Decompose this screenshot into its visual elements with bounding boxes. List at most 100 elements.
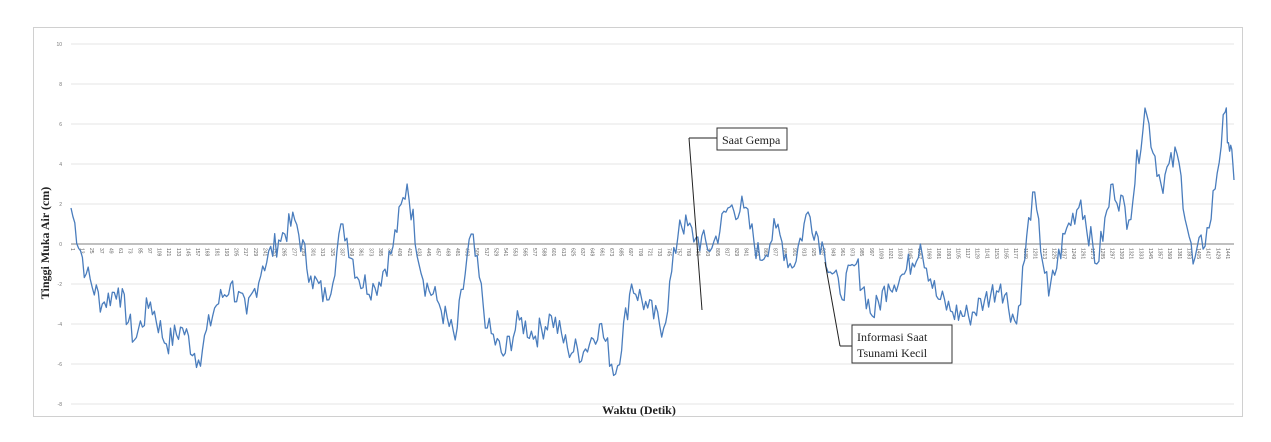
y-tick-label: -6 — [58, 362, 63, 368]
x-tick-label: 1201 — [1031, 248, 1037, 259]
x-tick-label: 1429 — [1214, 248, 1220, 259]
x-tick-label: 253 — [271, 248, 277, 257]
x-tick-label: 1273 — [1089, 248, 1095, 259]
x-tick-label: 373 — [367, 248, 373, 257]
x-tick-label: 469 — [444, 248, 450, 257]
x-tick-label: 541 — [502, 248, 508, 257]
x-tick-label: 517 — [483, 248, 489, 257]
x-tick-label: 529 — [492, 248, 498, 257]
series-line — [70, 107, 1235, 377]
annotation-box-saat-gempa — [716, 127, 788, 151]
y-tick-labels: -8 -6 -4 -2 0 2 4 6 8 10 — [56, 42, 62, 408]
x-tick-label: 625 — [569, 248, 575, 257]
x-tick-label: 1285 — [1099, 248, 1105, 259]
x-tick-label: 25 — [88, 248, 94, 254]
x-tick-label: 229 — [252, 248, 258, 257]
x-tick-label: 1333 — [1137, 248, 1143, 259]
x-tick-label: 913 — [800, 248, 806, 257]
x-tick-label: 553 — [512, 248, 518, 257]
x-tick-label: 1021 — [887, 248, 893, 259]
y-tick-label: -4 — [58, 322, 63, 328]
x-tick-label: 709 — [637, 248, 643, 257]
annotation-saat-gempa: Saat Gempa — [688, 127, 788, 311]
x-tick-label: 685 — [618, 248, 624, 257]
x-tick-label: 1381 — [1176, 248, 1182, 259]
x-tick-label: 217 — [242, 248, 248, 257]
x-tick-label: 85 — [136, 248, 142, 254]
x-tick-label: 1261 — [1080, 248, 1086, 259]
x-tick-label: 1309 — [1118, 248, 1124, 259]
x-tick-label: 949 — [829, 248, 835, 257]
y-tick-label: -2 — [58, 282, 63, 288]
y-tick-label: 10 — [56, 42, 62, 48]
y-tick-label: 8 — [59, 82, 62, 88]
x-tick-label: 805 — [714, 248, 720, 257]
x-tick-label: 301 — [310, 248, 316, 257]
x-tick-label: 193 — [223, 248, 229, 257]
x-tick-label: 841 — [743, 248, 749, 257]
x-tick-label: 1 — [69, 248, 75, 251]
x-tick-label: 145 — [184, 248, 190, 257]
x-tick-labels: 1 13 25 37 49 61 73 85 97 109 121 133 145 157 169 181 19… — [69, 248, 1230, 259]
x-tick-label: 745 — [666, 248, 672, 257]
x-tick-label: 325 — [329, 248, 335, 257]
x-tick-label: 937 — [820, 248, 826, 257]
x-tick-label: 169 — [204, 248, 210, 257]
x-tick-label: 349 — [348, 248, 354, 257]
x-tick-label: 1321 — [1128, 248, 1134, 259]
x-tick-label: 829 — [733, 248, 739, 257]
x-tick-label: 613 — [560, 248, 566, 257]
x-tick-label: 733 — [656, 248, 662, 257]
x-tick-label: 1177 — [1012, 248, 1018, 259]
x-tick-label: 1129 — [974, 248, 980, 259]
x-tick-label: 13 — [79, 248, 85, 254]
x-tick-label: 661 — [598, 248, 604, 257]
x-tick-label: 1249 — [1070, 248, 1076, 259]
x-tick-label: 877 — [772, 248, 778, 257]
x-tick-label: 181 — [213, 248, 219, 257]
x-tick-label: 421 — [406, 248, 412, 257]
x-tick-label: 817 — [723, 248, 729, 257]
y-tick-label: 4 — [59, 162, 62, 168]
annotation-box-tsunami — [851, 324, 953, 364]
x-tick-label: 1357 — [1157, 248, 1163, 259]
x-tick-label: 565 — [521, 248, 527, 257]
x-tick-label: 673 — [608, 248, 614, 257]
x-tick-label: 1225 — [1051, 248, 1057, 259]
x-tick-label: 649 — [589, 248, 595, 257]
x-tick-label: 769 — [685, 248, 691, 257]
x-tick-label: 1213 — [1041, 248, 1047, 259]
x-tick-label: 973 — [849, 248, 855, 257]
x-tick-label: 49 — [107, 248, 113, 254]
x-tick-label: 481 — [454, 248, 460, 257]
x-tick-label: 1033 — [897, 248, 903, 259]
x-tick-label: 1105 — [954, 248, 960, 259]
x-tick-label: 361 — [358, 248, 364, 257]
x-tick-label: 865 — [762, 248, 768, 257]
x-tick-label: 1141 — [983, 248, 989, 259]
x-tick-label: 61 — [117, 248, 123, 254]
x-tick-label: 697 — [627, 248, 633, 257]
x-tick-label: 205 — [233, 248, 239, 257]
x-tick-label: 1417 — [1205, 248, 1211, 259]
x-tick-label: 133 — [175, 248, 181, 257]
annotation-text-tsunami-line2: Tsunami Kecil — [857, 346, 928, 360]
y-tick-label: 6 — [59, 122, 62, 128]
y-axis-label: Tinggi Muka Air (cm) — [38, 187, 52, 300]
x-axis-label: Waktu (Detik) — [602, 403, 676, 417]
x-tick-label: 457 — [435, 248, 441, 257]
x-tick-label: 961 — [839, 248, 845, 257]
annotation-leader-tsunami — [824, 261, 841, 347]
x-tick-label: 241 — [261, 248, 267, 257]
x-tick-label: 1045 — [906, 248, 912, 259]
x-tick-label: 1093 — [945, 248, 951, 259]
x-tick-label: 997 — [868, 248, 874, 257]
x-tick-label: 265 — [281, 248, 287, 257]
x-tick-label: 1081 — [935, 248, 941, 259]
x-tick-label: 601 — [550, 248, 556, 257]
x-tick-label: 1345 — [1147, 248, 1153, 259]
y-tick-label: 0 — [59, 242, 62, 248]
annotation-text-saat-gempa: Saat Gempa — [722, 133, 781, 147]
x-tick-label: 385 — [377, 248, 383, 257]
